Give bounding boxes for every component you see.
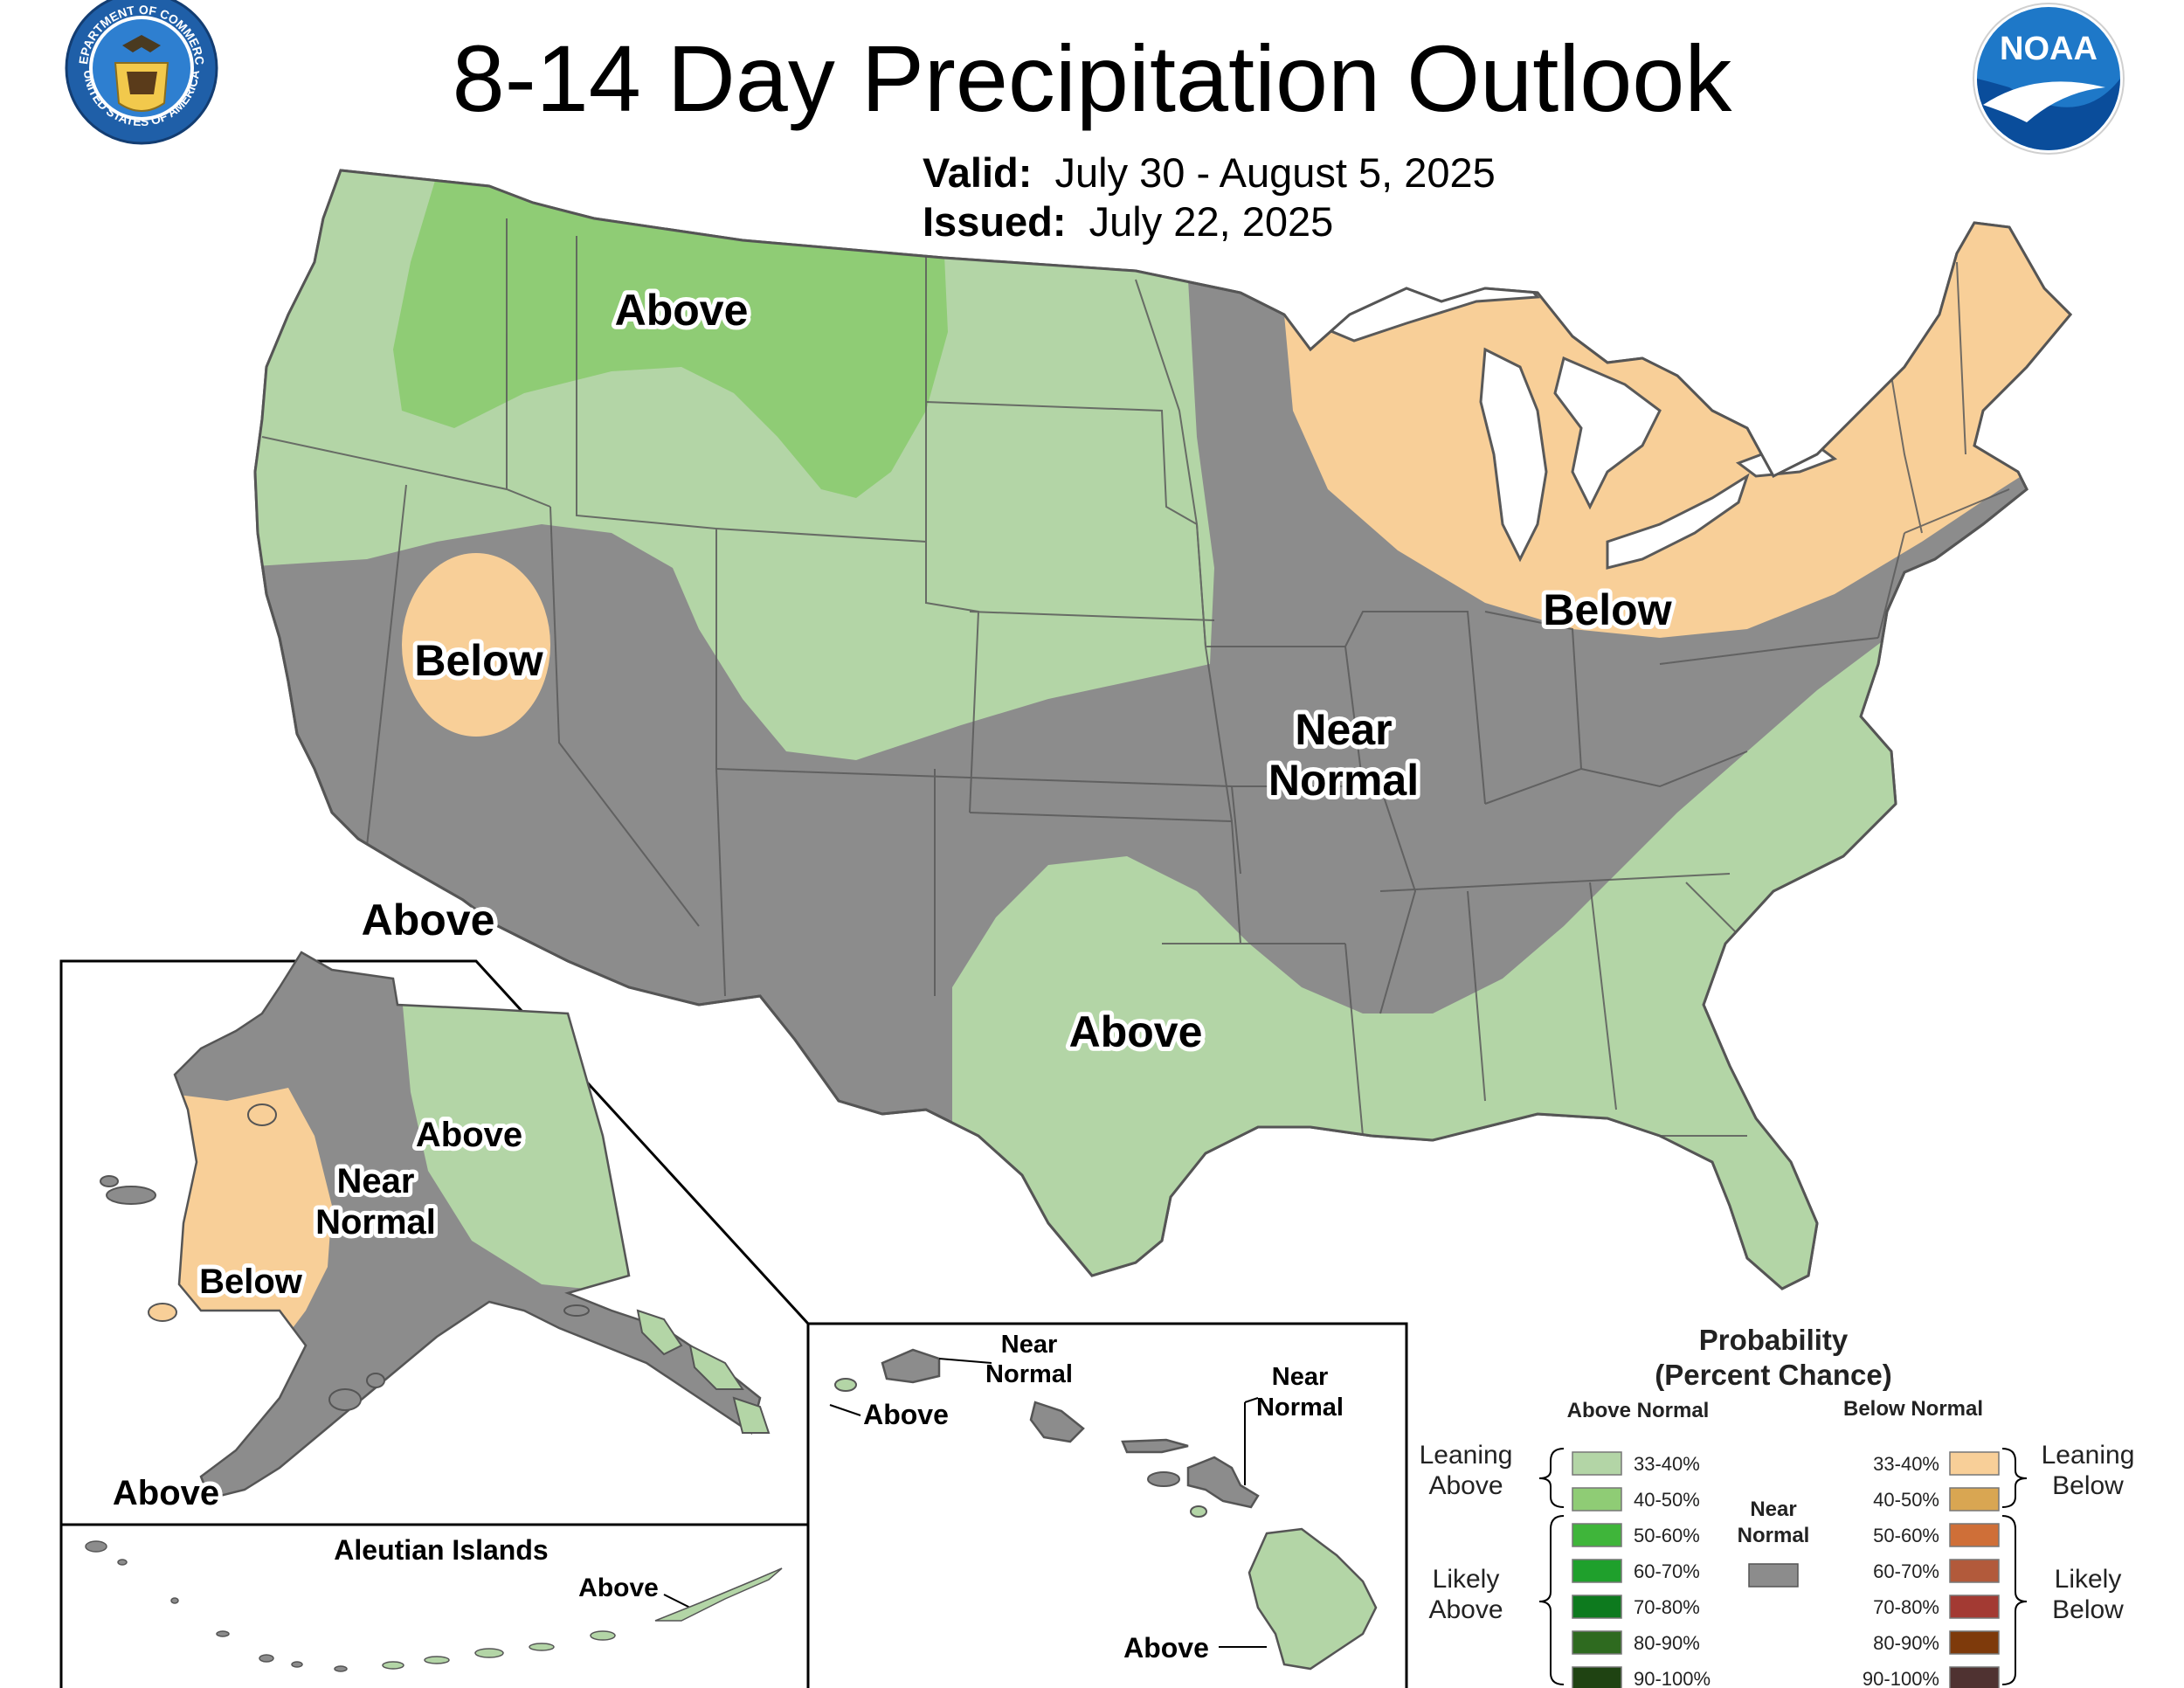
- commerce-seal-logo: DEPARTMENT OF COMMERCE UNITED STATES OF …: [0, 0, 218, 145]
- legend-above-bin-label: 70-80%: [1634, 1596, 1700, 1618]
- ak-label-above-south: Above: [113, 1474, 219, 1512]
- legend-leaning-above-2: Above: [1428, 1471, 1503, 1500]
- legend-below-bin-swatch: [1949, 1666, 2000, 1688]
- region-below-nevada: [402, 553, 550, 737]
- legend-near-normal-swatch: [1748, 1563, 1799, 1588]
- legend-above-bin-swatch: [1572, 1630, 1622, 1655]
- legend-below-bin-swatch: [1949, 1595, 2000, 1619]
- label-below-northeast: Below: [1543, 585, 1671, 634]
- legend-likely-below-1: Likely: [2055, 1565, 2122, 1594]
- region-above-southeast: [952, 559, 2009, 1289]
- legend-below-bin-swatch: [1949, 1630, 2000, 1655]
- legend-leaning-below-2: Below: [2052, 1471, 2124, 1500]
- state-boundaries: [261, 218, 2010, 1137]
- legend-below-bin-label: 50-60%: [1873, 1525, 1939, 1546]
- legend-below-bin-label: 70-80%: [1873, 1596, 1939, 1618]
- valid-label: Valid:: [923, 149, 1033, 196]
- aleutian-inset: Aleutian Islands Above: [59, 1523, 810, 1688]
- legend-below-bins: 33-40% 40-50% 50-60% 60-70% 70-80% 80-90% 90-1…: [1863, 1451, 2000, 1688]
- legend-leaning-below-1: Leaning: [2042, 1441, 2135, 1470]
- legend-leaning-above-1: Leaning: [1420, 1441, 1513, 1470]
- legend-braces: [1538, 1448, 2028, 1685]
- legend-below-bin-label: 90-100%: [1863, 1668, 1939, 1688]
- alaska-inset: Above Near Normal Below Above: [59, 951, 810, 1526]
- legend-likely-above-1: Likely: [1433, 1565, 1500, 1594]
- legend-above-bin-swatch: [1572, 1487, 1622, 1512]
- ak-label-above-east: Above: [416, 1116, 522, 1154]
- legend-above-bin-swatch: [1572, 1666, 1622, 1688]
- issued-label: Issued:: [923, 198, 1067, 245]
- validity-info: Valid: July 30 - August 5, 2025 Issued: …: [923, 149, 1496, 246]
- legend-above-bin-swatch: [1572, 1595, 1622, 1619]
- legend-likely-above-2: Above: [1428, 1595, 1503, 1624]
- legend-below-header: Below Normal: [1843, 1397, 1983, 1421]
- legend-above-bin-label: 90-100%: [1634, 1668, 1711, 1688]
- legend-above-bin-label: 60-70%: [1634, 1560, 1700, 1582]
- ak-label-near-1: Near: [337, 1162, 415, 1200]
- label-near-normal-1: Near: [1295, 705, 1392, 754]
- issued-row: Issued: July 22, 2025: [923, 197, 1496, 246]
- hi-label-near1-2: Normal: [985, 1360, 1073, 1388]
- legend-above-bin-swatch: [1572, 1559, 1622, 1583]
- aleutian-title: Aleutian Islands: [334, 1534, 548, 1566]
- page-title: 8-14 Day Precipitation Outlook: [452, 25, 1732, 131]
- label-above-north: Above: [615, 286, 749, 335]
- hi-label-near2-2: Normal: [1256, 1394, 1344, 1422]
- legend-below-bin-swatch: [1949, 1523, 2000, 1547]
- label-below-nevada: Below: [414, 636, 543, 685]
- legend-below-bin-label: 80-90%: [1873, 1632, 1939, 1654]
- legend-below-bin-swatch: [1949, 1559, 2000, 1583]
- legend-below-bin-label: 60-70%: [1873, 1560, 1939, 1582]
- hi-label-above-kauai: Above: [863, 1399, 949, 1430]
- legend-below-bin-swatch: [1949, 1487, 2000, 1512]
- legend-title-2: (Percent Chance): [1655, 1359, 1891, 1391]
- label-above-texas: Above: [1069, 1007, 1203, 1056]
- legend-above-bin-label: 80-90%: [1634, 1632, 1700, 1654]
- hi-label-above-big-island: Above: [1123, 1632, 1209, 1664]
- legend-below-bin-swatch: [1949, 1451, 2000, 1476]
- valid-value: July 30 - August 5, 2025: [1054, 149, 1496, 196]
- conus-probability-regions: [255, 170, 2070, 1289]
- legend-below-bin-label: 33-40%: [1873, 1453, 1939, 1475]
- noaa-logo: NOAA: [1973, 3, 2125, 155]
- hi-label-near1-1: Near: [1001, 1331, 1058, 1359]
- legend-above-bin-swatch: [1572, 1451, 1622, 1476]
- ak-label-near-2: Normal: [315, 1203, 436, 1242]
- label-above-california: Above: [362, 896, 495, 944]
- valid-row: Valid: July 30 - August 5, 2025: [923, 149, 1496, 197]
- noaa-logo-text: NOAA: [2000, 31, 2098, 67]
- legend-near-1: Near: [1750, 1498, 1796, 1521]
- legend-above-bin-label: 33-40%: [1634, 1453, 1700, 1475]
- legend-near-2: Normal: [1738, 1524, 1810, 1547]
- label-near-normal-2: Normal: [1268, 756, 1419, 805]
- legend-above-bin-label: 50-60%: [1634, 1525, 1700, 1546]
- legend-likely-below-2: Below: [2052, 1595, 2124, 1624]
- legend-title-1: Probability: [1699, 1324, 1849, 1356]
- issued-value: July 22, 2025: [1089, 198, 1334, 245]
- hawaii-inset: Near Normal Near Normal Above Above: [806, 1322, 1408, 1688]
- aleutian-label-above: Above: [578, 1574, 659, 1602]
- region-above-montana: [393, 175, 948, 498]
- ak-label-below-west: Below: [199, 1263, 303, 1301]
- probability-legend: Probability (Percent Chance) Above Norma…: [1420, 1324, 2135, 1688]
- legend-above-bin-label: 40-50%: [1634, 1489, 1700, 1511]
- legend-above-bin-swatch: [1572, 1523, 1622, 1547]
- legend-below-bin-label: 40-50%: [1873, 1489, 1939, 1511]
- hi-label-near2-1: Near: [1272, 1363, 1329, 1391]
- legend-above-header: Above Normal: [1567, 1399, 1710, 1422]
- legend-above-bins: 33-40% 40-50% 50-60% 60-70% 70-80% 80-90% 90-1…: [1572, 1451, 1711, 1688]
- region-below-northeast: [1284, 210, 2070, 638]
